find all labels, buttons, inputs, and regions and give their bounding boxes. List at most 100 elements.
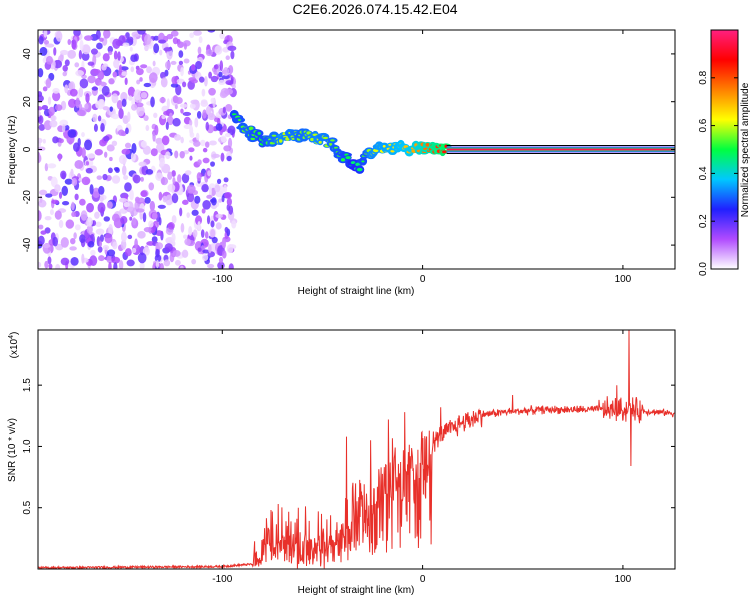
noise-blob: [38, 146, 46, 152]
noise-blob: [73, 232, 77, 240]
noise-blob: [189, 131, 195, 138]
snr-series-line: [38, 330, 675, 569]
noise-blob: [175, 97, 183, 104]
noise-blob: [208, 87, 216, 96]
snr-y-label: SNR (10 * v/v): [7, 418, 18, 482]
noise-blob: [98, 185, 105, 195]
noise-blob: [95, 221, 102, 228]
noise-blob: [189, 103, 196, 109]
noise-blob: [140, 140, 147, 148]
noise-blob: [121, 98, 127, 107]
noise-blob: [211, 236, 218, 244]
noise-blob: [84, 35, 93, 41]
signal-blob-core: [237, 118, 242, 122]
noise-blob: [39, 195, 43, 204]
noise-blob: [38, 261, 42, 268]
noise-blob: [89, 184, 94, 195]
noise-blob: [74, 159, 84, 169]
noise-blob: [165, 151, 171, 160]
noise-blob: [191, 209, 199, 216]
noise-blob: [117, 51, 121, 62]
noise-blob: [193, 30, 202, 36]
noise-blob: [134, 196, 140, 204]
noise-blob: [38, 235, 45, 246]
noise-blob: [159, 49, 163, 56]
noise-blob: [99, 196, 104, 202]
signal-blob-core: [425, 143, 430, 147]
noise-blob: [38, 94, 44, 103]
noise-blob: [64, 178, 73, 185]
noise-blob: [159, 263, 165, 269]
noise-blob: [49, 209, 54, 216]
noise-blob: [97, 246, 103, 253]
noise-blob: [160, 71, 166, 80]
noise-blob: [60, 170, 67, 180]
noise-blob: [143, 115, 149, 122]
noise-blob: [131, 142, 137, 154]
noise-blob: [151, 236, 158, 243]
noise-blob: [223, 145, 232, 152]
signal-blob-core: [257, 131, 261, 135]
noise-blob: [181, 173, 190, 184]
noise-blob: [111, 93, 119, 104]
noise-blob: [215, 213, 223, 219]
noise-blob: [120, 66, 129, 71]
noise-blob: [196, 111, 202, 119]
noise-blob: [154, 254, 162, 263]
noise-blob: [58, 219, 64, 229]
noise-blob: [80, 210, 88, 221]
noise-blob: [211, 197, 217, 206]
noise-blob: [71, 39, 77, 50]
noise-blob: [155, 260, 160, 269]
colorbar: 0.0 0.2 0.4 0.6 0.8 Normalized spectral ampl…: [698, 29, 750, 276]
colorbar-tick-label: 0.4: [698, 166, 709, 180]
noise-blob: [163, 110, 171, 116]
y-tick-label: -20: [22, 190, 33, 205]
signal-blob-core: [278, 139, 283, 143]
noise-blob: [226, 197, 232, 206]
noise-blob: [98, 240, 103, 247]
noise-blob: [194, 117, 199, 128]
noise-blob: [54, 184, 61, 193]
noise-blob: [155, 172, 164, 181]
noise-blob: [85, 92, 90, 103]
noise-blob: [197, 46, 202, 55]
noise-blob: [173, 134, 182, 141]
colorbar-label: Normalized spectral amplitude: [740, 82, 750, 217]
noise-blob: [205, 105, 212, 116]
noise-blob: [136, 68, 144, 76]
noise-blob: [73, 142, 80, 152]
noise-blob: [121, 165, 127, 176]
noise-blob: [97, 115, 102, 122]
noise-blob: [222, 106, 226, 114]
noise-blob: [225, 55, 230, 60]
noise-blob: [104, 233, 113, 244]
noise-blob: [73, 30, 81, 37]
noise-blob: [174, 259, 181, 266]
noise-blob: [204, 231, 209, 239]
noise-blob: [182, 234, 188, 239]
noise-blob: [164, 243, 173, 252]
noise-blob: [170, 30, 179, 37]
noise-blob: [39, 46, 48, 56]
noise-blob: [190, 64, 196, 71]
noise-blob: [123, 202, 130, 208]
noise-blob: [102, 53, 110, 62]
noise-blob: [225, 103, 233, 112]
colorbar-gradient: [710, 29, 739, 270]
noise-blob: [198, 36, 203, 44]
spectrogram-x-ticks: -100 0 100: [212, 30, 632, 285]
noise-blob: [194, 195, 201, 204]
noise-blob: [182, 111, 192, 117]
noise-blob: [135, 208, 145, 213]
noise-blob: [87, 241, 95, 248]
signal-blob-core: [442, 150, 447, 154]
noise-blob: [200, 229, 205, 238]
noise-blob: [99, 37, 104, 42]
noise-blob: [137, 231, 146, 239]
noise-blob: [45, 55, 53, 65]
noise-blob: [217, 261, 225, 269]
noise-blob: [103, 30, 111, 39]
noise-blob: [61, 201, 70, 206]
